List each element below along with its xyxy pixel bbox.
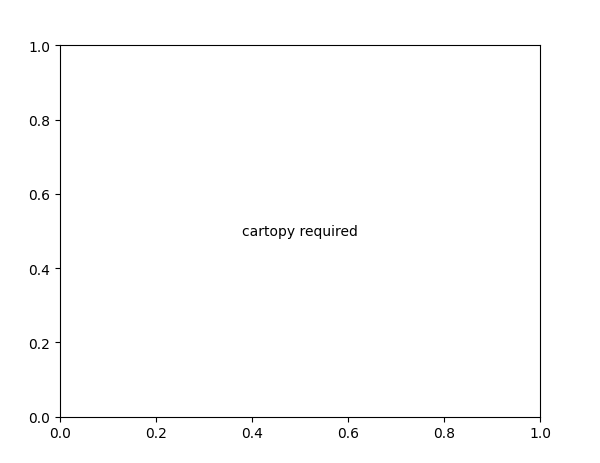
Text: cartopy required: cartopy required	[242, 225, 358, 238]
